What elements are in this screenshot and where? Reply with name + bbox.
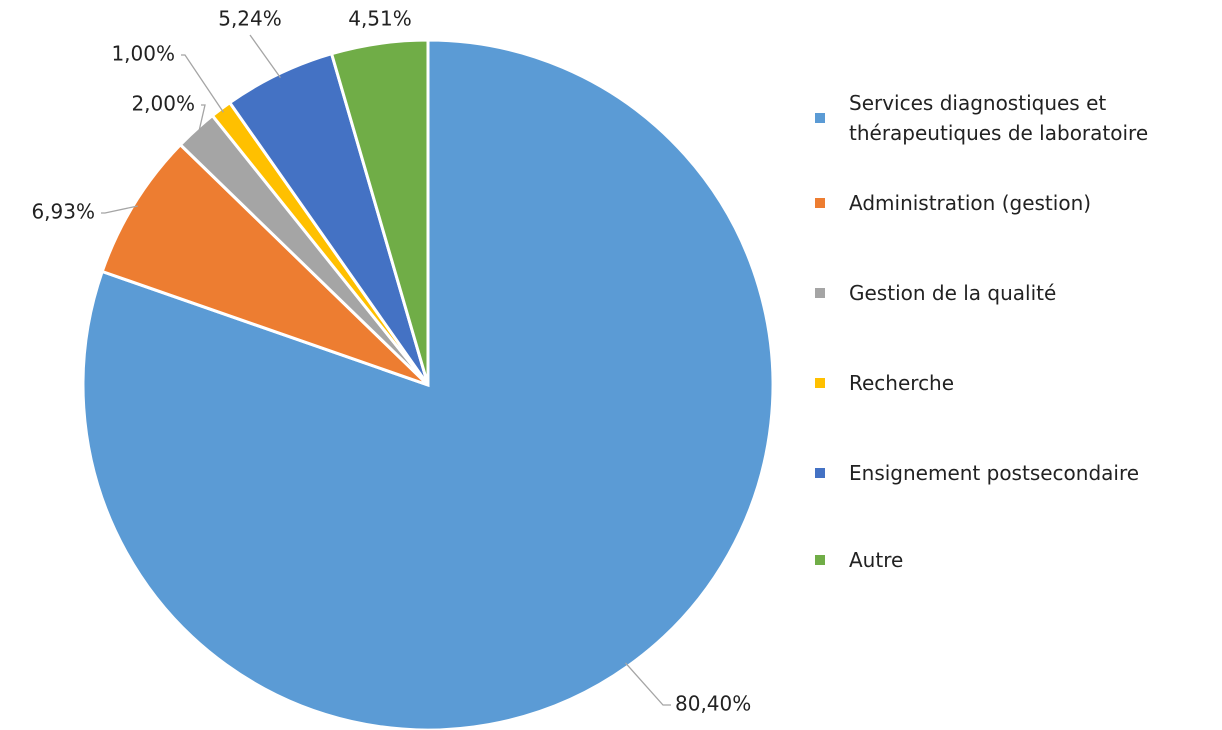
legend-label: Recherche bbox=[849, 371, 955, 395]
leader-line bbox=[101, 205, 138, 214]
legend-label: Ensignement postsecondaire bbox=[849, 461, 1140, 485]
legend-item: Gestion de la qualité bbox=[815, 278, 1215, 308]
leader-line bbox=[249, 34, 281, 78]
legend-label: Administration (gestion) bbox=[849, 191, 1092, 215]
leader-line bbox=[625, 662, 671, 706]
legend-label: Services diagnostiques et thérapeutiques… bbox=[849, 91, 1149, 145]
legend-swatch bbox=[815, 113, 825, 123]
legend-item: Services diagnostiques et thérapeutiques… bbox=[815, 88, 1215, 148]
legend-swatch bbox=[815, 198, 825, 208]
legend-label: Autre bbox=[849, 548, 904, 572]
legend-label: Gestion de la qualité bbox=[849, 281, 1057, 305]
legend-item: Recherche bbox=[815, 368, 1215, 398]
data-label: 4,51% bbox=[348, 7, 412, 31]
leader-line bbox=[181, 54, 224, 113]
legend-swatch bbox=[815, 378, 825, 388]
legend-item: Ensignement postsecondaire bbox=[815, 458, 1215, 488]
data-label: 5,24% bbox=[218, 7, 282, 31]
legend-item: Administration (gestion) bbox=[815, 188, 1215, 218]
legend-swatch bbox=[815, 288, 825, 298]
pie-slice bbox=[329, 38, 430, 386]
legend-swatch bbox=[815, 555, 825, 565]
data-label: 6,93% bbox=[31, 200, 95, 224]
legend-swatch bbox=[815, 468, 825, 478]
leader-line bbox=[198, 104, 206, 133]
legend-item: Autre bbox=[815, 545, 1215, 575]
data-label: 1,00% bbox=[111, 42, 175, 66]
data-label: 2,00% bbox=[131, 92, 195, 116]
pie-slice bbox=[100, 142, 430, 387]
data-label: 80,40% bbox=[675, 692, 751, 716]
